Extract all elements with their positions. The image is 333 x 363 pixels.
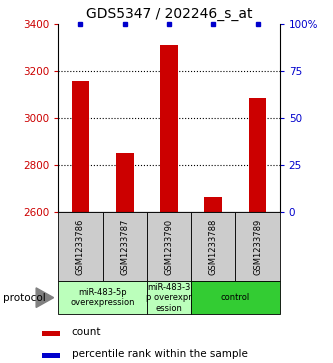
Bar xyxy=(204,197,222,212)
Bar xyxy=(147,281,191,314)
Bar xyxy=(72,81,89,212)
Text: GSM1233790: GSM1233790 xyxy=(165,219,173,275)
Bar xyxy=(58,212,103,281)
Bar xyxy=(42,352,60,358)
Text: GSM1233786: GSM1233786 xyxy=(76,219,85,275)
Bar xyxy=(58,281,147,314)
Text: count: count xyxy=(72,327,101,337)
Text: control: control xyxy=(221,293,250,302)
Text: GSM1233788: GSM1233788 xyxy=(209,219,218,275)
Bar xyxy=(249,98,266,212)
Bar xyxy=(191,281,280,314)
Title: GDS5347 / 202246_s_at: GDS5347 / 202246_s_at xyxy=(86,7,252,21)
Bar xyxy=(116,153,134,212)
Text: GSM1233789: GSM1233789 xyxy=(253,219,262,275)
Text: miR-483-3
p overexpr
ession: miR-483-3 p overexpr ession xyxy=(146,283,192,313)
Bar xyxy=(103,212,147,281)
Text: percentile rank within the sample: percentile rank within the sample xyxy=(72,349,247,359)
Bar xyxy=(235,212,280,281)
Text: protocol: protocol xyxy=(3,293,46,303)
Bar xyxy=(147,212,191,281)
Text: GSM1233787: GSM1233787 xyxy=(120,219,129,275)
Bar xyxy=(191,212,235,281)
Text: miR-483-5p
overexpression: miR-483-5p overexpression xyxy=(70,288,135,307)
Bar xyxy=(160,45,178,212)
Bar xyxy=(42,331,60,336)
Polygon shape xyxy=(36,288,54,307)
